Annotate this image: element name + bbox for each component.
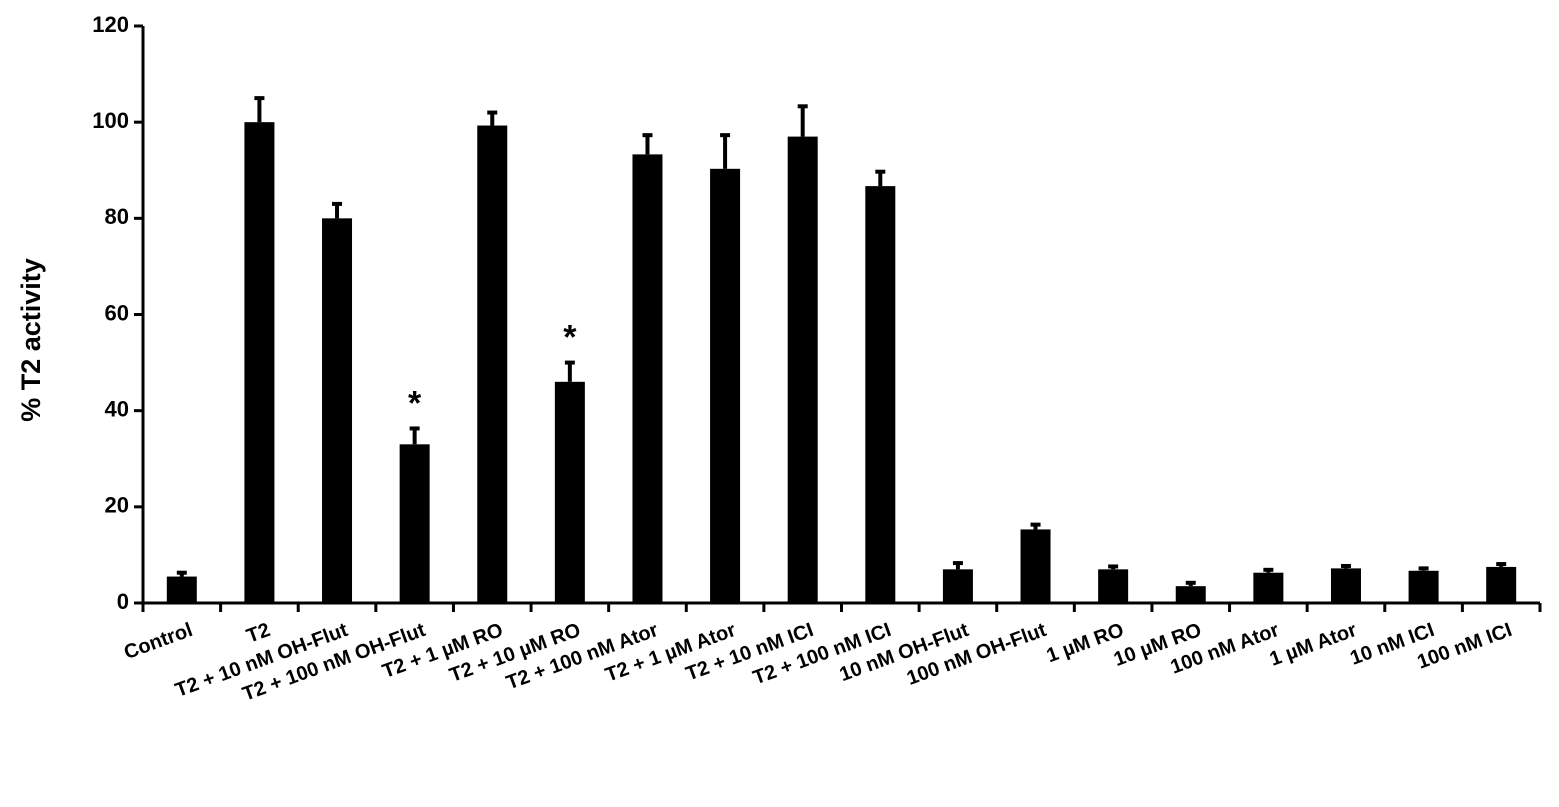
annotation: * bbox=[563, 319, 577, 357]
y-tick-label: 40 bbox=[105, 396, 129, 421]
bar bbox=[942, 569, 973, 603]
bar bbox=[1253, 572, 1284, 603]
bar bbox=[632, 154, 663, 603]
bar bbox=[1408, 570, 1439, 603]
bar bbox=[1020, 529, 1051, 603]
bar bbox=[1175, 586, 1206, 603]
bar bbox=[865, 186, 896, 603]
y-tick-label: 0 bbox=[117, 589, 129, 614]
bar bbox=[399, 444, 430, 603]
bar bbox=[1486, 566, 1517, 603]
bar bbox=[244, 122, 275, 604]
bar bbox=[554, 381, 585, 603]
bar bbox=[477, 125, 508, 603]
x-tick-label: Control bbox=[121, 619, 195, 664]
y-tick-label: 60 bbox=[105, 300, 129, 325]
y-tick-label: 100 bbox=[92, 108, 129, 133]
bar bbox=[787, 136, 818, 603]
y-tick-label: 120 bbox=[92, 12, 129, 37]
bar bbox=[1330, 568, 1361, 603]
y-tick-label: 80 bbox=[105, 204, 129, 229]
annotation: * bbox=[408, 384, 422, 422]
y-axis-label: % T2 activity bbox=[16, 258, 46, 422]
bar bbox=[1098, 569, 1129, 603]
x-tick-label: T2 bbox=[244, 619, 273, 648]
bar bbox=[322, 218, 353, 604]
x-tick-label: 1 µM Ator bbox=[1267, 619, 1360, 671]
bar bbox=[710, 168, 741, 603]
bar bbox=[166, 576, 197, 603]
y-tick-label: 20 bbox=[105, 493, 129, 518]
